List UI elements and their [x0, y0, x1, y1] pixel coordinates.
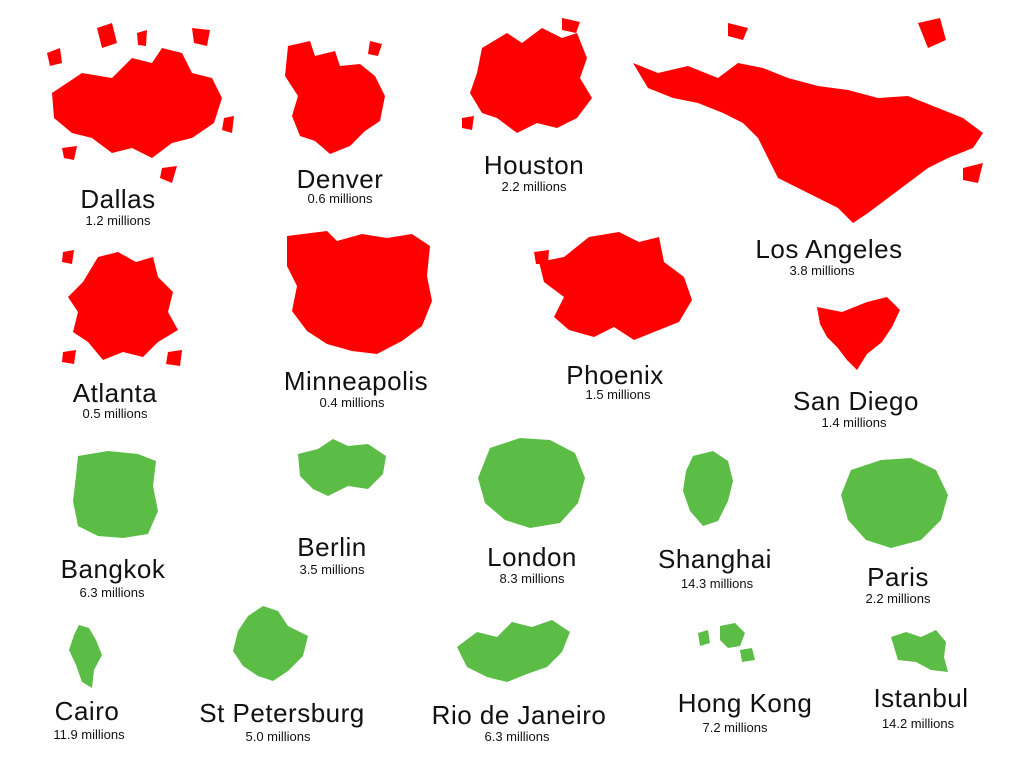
city-population: 6.3 millions: [484, 729, 550, 744]
dallas-footprint: [42, 18, 237, 188]
st-petersburg-footprint: [218, 596, 320, 688]
city-name: Dallas: [80, 184, 156, 214]
city-population: 1.2 millions: [85, 213, 151, 228]
city-name: Hong Kong: [677, 688, 813, 718]
city-name: Denver: [296, 164, 384, 194]
city-name: Berlin: [297, 532, 367, 562]
denver-footprint: [280, 36, 390, 161]
city-name: Shanghai: [658, 544, 772, 574]
city-name: Los Angeles: [755, 234, 903, 264]
city-population: 1.4 millions: [821, 415, 887, 430]
berlin-footprint: [288, 434, 396, 502]
city-name: San Diego: [793, 386, 919, 416]
minneapolis-footprint: [282, 226, 434, 358]
city-name: Cairo: [54, 696, 120, 726]
city-population: 1.5 millions: [585, 387, 651, 402]
hong-kong-footprint: [690, 618, 762, 666]
istanbul-footprint: [886, 622, 950, 676]
atlanta-footprint: [58, 242, 186, 370]
rio-de-janeiro-footprint: [452, 612, 576, 688]
city-population: 7.2 millions: [702, 720, 768, 735]
city-population: 3.5 millions: [299, 562, 365, 577]
city-name: Istanbul: [873, 683, 969, 713]
shanghai-footprint: [678, 446, 738, 532]
city-name: Phoenix: [566, 360, 664, 390]
london-footprint: [470, 428, 592, 534]
city-name: Paris: [867, 562, 929, 592]
bangkok-footprint: [68, 446, 160, 542]
city-population: 0.6 millions: [307, 191, 373, 206]
cairo-footprint: [64, 620, 106, 692]
city-name: Bangkok: [60, 554, 166, 584]
city-name: Rio de Janeiro: [431, 700, 607, 730]
phoenix-footprint: [534, 222, 696, 344]
san-diego-footprint: [812, 292, 904, 374]
city-name: London: [487, 542, 577, 572]
city-population: 2.2 millions: [865, 591, 931, 606]
los-angeles-footprint: [628, 18, 993, 233]
city-population: 8.3 millions: [499, 571, 565, 586]
city-name: Minneapolis: [283, 366, 429, 396]
city-name: Atlanta: [72, 378, 158, 408]
city-population: 6.3 millions: [79, 585, 145, 600]
city-population: 0.4 millions: [319, 395, 385, 410]
city-population: 0.5 millions: [82, 406, 148, 421]
city-population: 5.0 millions: [245, 729, 311, 744]
city-population: 11.9 millions: [53, 727, 125, 742]
city-name: Houston: [483, 150, 585, 180]
city-population: 14.2 millions: [881, 716, 955, 731]
city-population: 2.2 millions: [501, 179, 567, 194]
city-population: 14.3 millions: [680, 576, 754, 591]
city-name: St Petersburg: [199, 698, 365, 728]
city-population: 3.8 millions: [789, 263, 855, 278]
paris-footprint: [836, 450, 954, 554]
houston-footprint: [462, 18, 602, 138]
